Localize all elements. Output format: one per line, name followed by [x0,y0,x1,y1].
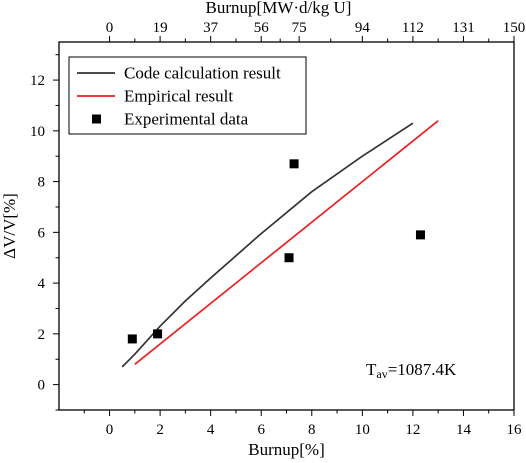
x-tick-label-0: 0 [106,422,114,438]
y-tick-label-6: 12 [30,73,45,89]
series-line-0 [121,122,414,368]
y-tick-label-3: 6 [38,225,46,241]
series-line-1 [134,120,439,365]
data-point-3 [289,159,299,169]
x-tick-label-6: 12 [405,422,420,438]
x2-tick-label-2: 37 [203,20,219,36]
data-point-4 [415,230,425,240]
x2-tick-label-1: 19 [153,20,168,36]
x-tick-label-8: 16 [507,422,523,438]
legend-label-1: Empirical result [124,87,233,106]
top-x-axis: 0 19 37 56 75 94 112 131 150 [106,20,525,42]
x-tick-label-4: 8 [308,422,316,438]
data-point-0 [127,334,137,344]
data-point-1 [153,329,163,339]
bottom-x-axis: 0 2 4 6 8 10 12 14 16 [83,410,523,438]
left-y-axis: 0 2 4 6 8 10 12 [30,54,59,411]
x2-tick-label-6: 112 [402,20,424,36]
x2-tick-label-5: 94 [355,20,371,36]
legend-marker-2 [92,114,101,124]
top-x-axis-label: Burnup[MW·d/kg U] [206,0,352,17]
x2-tick-label-8: 150 [503,20,526,36]
x-axis-label: Burnup[%] [248,440,324,459]
x-tick-label-2: 4 [207,422,215,438]
y-tick-label-2: 4 [38,276,46,292]
x-tick-label-7: 14 [456,422,472,438]
temperature-annotation: Tav=1087.4K [366,360,457,381]
annotation-subscript: av [376,367,387,381]
y-axis-label: ΔV/V[%] [0,193,19,259]
annotation-value: =1087.4K [388,360,457,379]
x-tick-label-5: 10 [355,422,370,438]
y-tick-label-5: 10 [30,124,45,140]
y-tick-label-4: 8 [38,175,46,191]
y-tick-label-0: 0 [38,378,46,394]
y-tick-label-1: 2 [38,327,46,343]
x-tick-label-1: 2 [156,422,164,438]
legend: Code calculation result Empirical result E… [68,56,307,135]
x2-tick-label-0: 0 [106,20,114,36]
x2-tick-label-7: 131 [452,20,475,36]
x2-tick-label-3: 56 [254,20,270,36]
legend-label-0: Code calculation result [124,64,281,83]
legend-label-2: Experimental data [124,110,249,129]
data-point-2 [284,253,294,263]
x2-tick-label-4: 75 [292,20,307,36]
annotation-main: T [366,360,377,379]
x-tick-label-3: 6 [257,422,265,438]
series-layer [121,120,439,368]
